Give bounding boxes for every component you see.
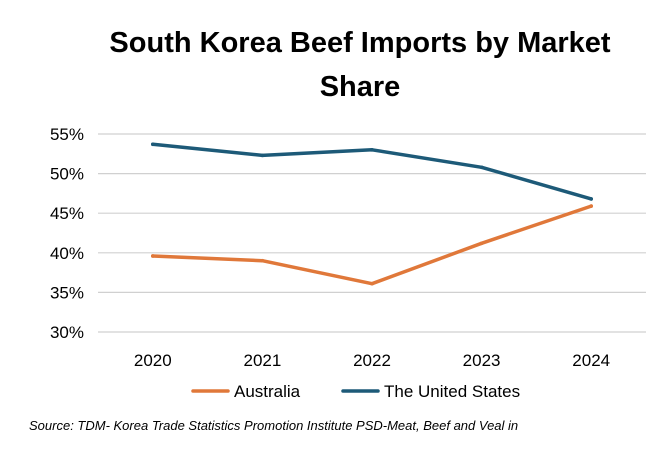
x-tick-label: 2023: [463, 351, 501, 370]
x-tick-label: 2021: [243, 351, 281, 370]
series-line-australia: [151, 204, 593, 286]
series-line-the-united-states: [151, 142, 593, 201]
x-tick-label: 2022: [353, 351, 391, 370]
chart-title-line-1: South Korea Beef Imports by Market: [109, 27, 610, 59]
data-point-the-united-states-2024: [589, 197, 593, 201]
data-point-the-united-states-2023: [479, 165, 484, 170]
data-point-australia-2023: [479, 241, 484, 246]
data-point-australia-2024: [589, 204, 593, 208]
legend: Australia The United States: [191, 382, 520, 401]
data-point-the-united-states-2022: [370, 148, 374, 152]
x-tick-label: 2020: [134, 351, 172, 370]
chart-title-line-2: Share: [320, 71, 401, 103]
data-point-australia-2021: [260, 258, 265, 263]
x-tick-label: 2024: [572, 351, 610, 370]
y-axis-tick-labels: 30% 35% 40% 45% 50% 55%: [50, 125, 84, 342]
y-tick-label: 45%: [50, 204, 84, 223]
data-point-the-united-states-2021: [260, 153, 265, 158]
x-axis-tick-labels: 2020 2021 2022 2023 2024: [134, 351, 610, 370]
data-point-australia-2020: [151, 254, 155, 258]
legend-label-australia: Australia: [234, 382, 301, 401]
y-tick-label: 50%: [50, 165, 84, 184]
data-point-australia-2022: [370, 281, 374, 286]
y-tick-label: 30%: [50, 323, 84, 342]
source-note: Source: TDM- Korea Trade Statistics Prom…: [29, 418, 518, 433]
data-point-the-united-states-2020: [151, 142, 155, 147]
legend-label-the-united-states: The United States: [384, 382, 520, 401]
y-tick-label: 40%: [50, 244, 84, 263]
y-tick-label: 55%: [50, 125, 84, 144]
series-lines: [151, 142, 593, 286]
gridlines: [98, 133, 646, 333]
y-tick-label: 35%: [50, 283, 84, 302]
